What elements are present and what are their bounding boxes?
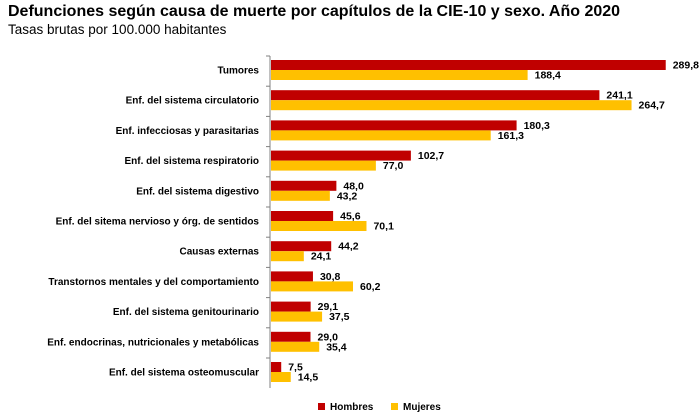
category-label: Enf. endocrinas, nutricionales y metaból…	[47, 337, 259, 348]
data-label: 289,8	[673, 60, 699, 72]
legend-label-hombres: Hombres	[330, 402, 374, 413]
bar-hombres	[271, 241, 332, 252]
category-label: Tumores	[218, 66, 260, 77]
category-label: Transtornos mentales y del comportamient…	[48, 277, 259, 288]
data-label: 45,6	[340, 211, 361, 223]
data-label: 264,7	[639, 100, 665, 112]
category-label: Enf. del sistema osteomuscular	[109, 368, 259, 379]
data-label: 29,1	[318, 301, 339, 313]
bar-hombres	[271, 60, 666, 70]
bar-mujeres	[271, 221, 367, 231]
data-label: 43,2	[337, 190, 358, 202]
bar-mujeres	[271, 70, 528, 80]
legend-label-mujeres: Mujeres	[403, 402, 441, 413]
category-label: Enf. del sistema genitourinario	[113, 307, 259, 318]
data-label: 102,7	[418, 150, 444, 162]
category-label: Enf. del sitema nervioso y órg. de senti…	[56, 217, 260, 228]
data-label: 29,0	[318, 331, 339, 343]
bar-hombres	[271, 271, 313, 282]
bar-mujeres	[271, 251, 304, 262]
bar-hombres	[271, 180, 337, 191]
bar-hombres	[271, 301, 311, 312]
data-label: 44,2	[338, 241, 359, 253]
data-label: 161,3	[498, 130, 524, 142]
chart-title: Defunciones según causa de muerte por ca…	[8, 3, 621, 20]
bar-mujeres	[271, 341, 320, 352]
data-label: 241,1	[606, 90, 632, 102]
category-label: Causas externas	[180, 247, 260, 258]
data-label: 77,0	[383, 160, 404, 172]
data-label: 70,1	[373, 221, 394, 233]
bar-mujeres	[271, 190, 330, 201]
bar-hombres	[271, 120, 517, 131]
data-label: 7,5	[288, 362, 303, 374]
data-label: 60,2	[360, 281, 381, 293]
bar-hombres	[271, 211, 334, 221]
bar-hombres	[271, 150, 411, 161]
data-label: 48,0	[343, 180, 364, 192]
legend-swatch-mujeres	[391, 403, 398, 410]
data-label: 30,8	[320, 271, 341, 283]
data-label: 35,4	[326, 341, 347, 353]
data-label: 188,4	[535, 70, 561, 82]
category-label: Enf. infecciosas y parasitarias	[116, 126, 260, 137]
bar-mujeres	[271, 311, 323, 322]
data-label: 24,1	[311, 251, 332, 263]
bar-mujeres	[271, 130, 491, 141]
data-label: 14,5	[298, 372, 319, 384]
legend-swatch-hombres	[318, 403, 325, 410]
bar-hombres	[271, 331, 311, 342]
category-label: Enf. del sistema respiratorio	[125, 156, 260, 167]
bar-hombres	[271, 90, 600, 101]
data-label: 180,3	[524, 120, 550, 132]
bar-mujeres	[271, 281, 353, 292]
bar-mujeres	[271, 100, 632, 111]
data-label: 37,5	[329, 311, 350, 323]
category-label: Enf. del sistema circulatorio	[126, 96, 259, 107]
bar-mujeres	[271, 372, 291, 382]
category-label: Enf. del sistema digestivo	[136, 186, 259, 197]
bar-mujeres	[271, 160, 376, 171]
bar-hombres	[271, 362, 282, 372]
chart-subtitle: Tasas brutas por 100.000 habitantes	[8, 22, 227, 37]
